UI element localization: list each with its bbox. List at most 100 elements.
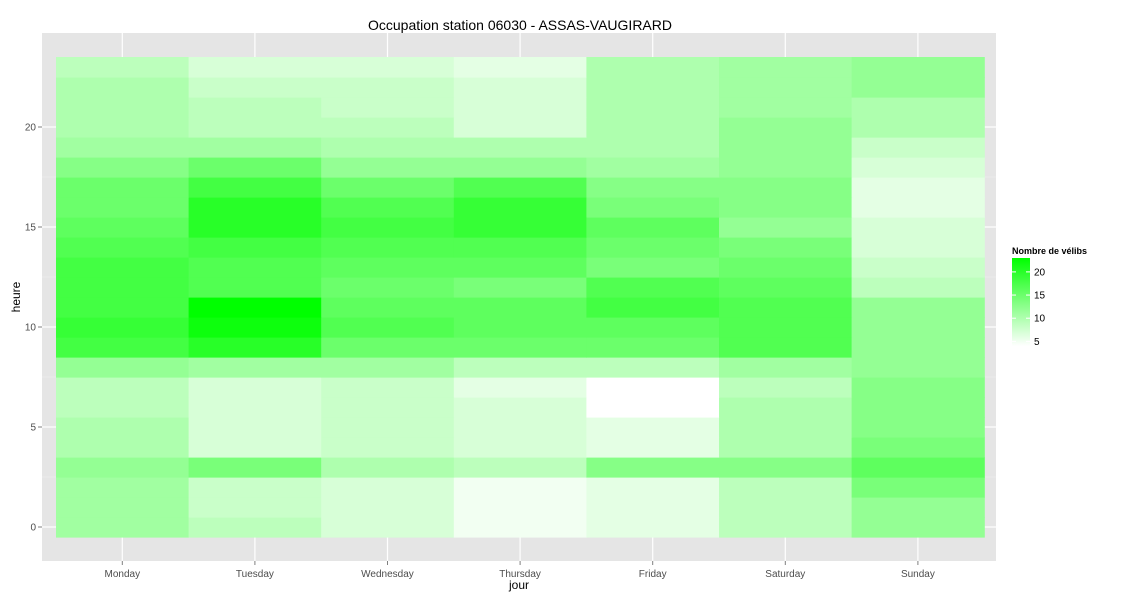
- heatmap-cell: [851, 157, 985, 178]
- heatmap-cell: [188, 377, 322, 398]
- heatmap-cell: [56, 137, 190, 158]
- heatmap-cell: [851, 97, 985, 118]
- heatmap-cell: [321, 437, 455, 458]
- heatmap-cell: [188, 157, 322, 178]
- heatmap-cell: [719, 457, 853, 478]
- heatmap-cell: [586, 457, 720, 478]
- heatmap-cell: [188, 217, 322, 238]
- heatmap-cell: [851, 57, 985, 78]
- heatmap-cell: [719, 137, 853, 158]
- heatmap-cell: [321, 397, 455, 418]
- heatmap-cell: [188, 517, 322, 538]
- heatmap-cell: [56, 497, 190, 518]
- heatmap-cell: [453, 477, 587, 498]
- heatmap-cell: [719, 277, 853, 298]
- y-tick-label: 0: [30, 523, 36, 534]
- legend-ticks: 5 10 15 20: [1012, 267, 1046, 348]
- heatmap-cell: [719, 397, 853, 418]
- heatmap-cell: [56, 157, 190, 178]
- heatmap-cell: [321, 237, 455, 258]
- heatmap-cell: [188, 337, 322, 358]
- heatmap-cell: [56, 337, 190, 358]
- heatmap-cell: [321, 57, 455, 78]
- heatmap-cell: [453, 177, 587, 198]
- legend-tick-label: 10: [1034, 314, 1046, 325]
- heatmap-cell: [453, 357, 587, 378]
- heatmap-cell: [586, 337, 720, 358]
- heatmap-cell: [586, 317, 720, 338]
- heatmap-cell: [188, 237, 322, 258]
- heatmap-cell: [188, 497, 322, 518]
- heatmap-cell: [719, 297, 853, 318]
- heatmap-cell: [719, 317, 853, 338]
- heatmap-cell: [851, 117, 985, 138]
- heatmap-cell: [851, 237, 985, 258]
- heatmap-cell: [586, 257, 720, 278]
- heatmap-cell: [851, 397, 985, 418]
- heatmap-cell: [56, 117, 190, 138]
- heatmap-cell: [321, 277, 455, 298]
- heatmap-cell: [321, 317, 455, 338]
- heatmap-cell: [453, 217, 587, 238]
- heatmap-cell: [851, 437, 985, 458]
- heatmap-cell: [453, 457, 587, 478]
- heatmap-cell: [586, 97, 720, 118]
- heatmap-cell: [453, 337, 587, 358]
- heatmap-cell: [188, 397, 322, 418]
- heatmap-cell: [56, 437, 190, 458]
- heatmap-cell: [453, 197, 587, 218]
- heatmap-cell: [56, 417, 190, 438]
- heatmap-cell: [56, 177, 190, 198]
- x-axis-ticks: Monday Tuesday Wednesday Thursday Friday Satu…: [105, 561, 935, 580]
- heatmap-cell: [586, 377, 720, 398]
- x-tick-label: Monday: [105, 569, 141, 580]
- heatmap-cell: [453, 317, 587, 338]
- heatmap-cell: [851, 217, 985, 238]
- heatmap-cell: [851, 497, 985, 518]
- legend-title: Nombre de vélibs: [1012, 246, 1087, 256]
- heatmap-cell: [719, 97, 853, 118]
- legend-tick-label: 5: [1034, 337, 1040, 348]
- heatmap-cell: [586, 417, 720, 438]
- heatmap-cell: [719, 417, 853, 438]
- heatmap-cell: [453, 417, 587, 438]
- heatmap-cell: [586, 197, 720, 218]
- heatmap-cell: [321, 377, 455, 398]
- heatmap-cell: [188, 297, 322, 318]
- heatmap-cell: [851, 77, 985, 98]
- x-tick-label: Thursday: [499, 569, 541, 580]
- heatmap-cell: [56, 237, 190, 258]
- heatmap-cell: [453, 297, 587, 318]
- heatmap-cell: [586, 477, 720, 498]
- heatmap-cell: [188, 477, 322, 498]
- heatmap-cell: [586, 77, 720, 98]
- heatmap-cell: [56, 297, 190, 318]
- heatmap-cell: [719, 157, 853, 178]
- heatmap-cell: [321, 217, 455, 238]
- x-tick-label: Sunday: [901, 569, 935, 580]
- heatmap-cell: [719, 177, 853, 198]
- heatmap-cell: [188, 437, 322, 458]
- y-axis-ticks: 0 5 10 15 20: [25, 123, 42, 534]
- heatmap-cell: [851, 197, 985, 218]
- heatmap-cell: [851, 277, 985, 298]
- heatmap-cell: [719, 477, 853, 498]
- heatmap-cell: [321, 517, 455, 538]
- heatmap-cell: [453, 277, 587, 298]
- y-tick-label: 5: [30, 423, 36, 434]
- heatmap-cell: [188, 457, 322, 478]
- chart-title: Occupation station 06030 - ASSAS-VAUGIRA…: [368, 17, 672, 33]
- heatmap-cell: [586, 157, 720, 178]
- y-tick-label: 10: [25, 323, 37, 334]
- heatmap-cell: [56, 197, 190, 218]
- heatmap-cell: [188, 257, 322, 278]
- heatmap-cell: [188, 117, 322, 138]
- heatmap-cell: [719, 357, 853, 378]
- heatmap-cell: [321, 257, 455, 278]
- heatmap-cell: [321, 457, 455, 478]
- heatmap-cell: [56, 77, 190, 98]
- heatmap-cell: [188, 57, 322, 78]
- heatmap-cell: [851, 257, 985, 278]
- heatmap-cell: [321, 177, 455, 198]
